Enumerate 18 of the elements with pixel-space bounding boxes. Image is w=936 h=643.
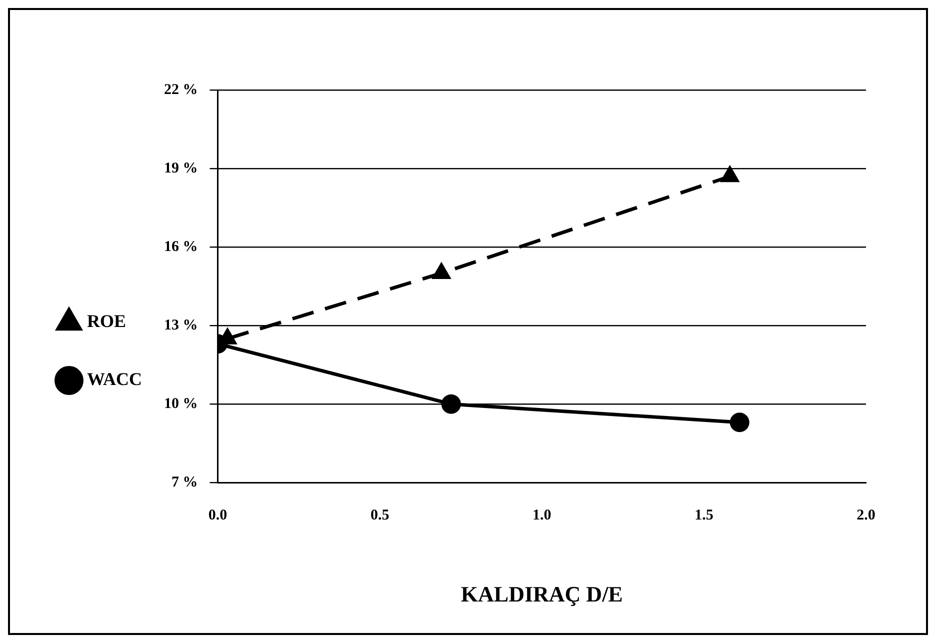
x-tick-label: 0.0 xyxy=(208,507,228,524)
y-tick-label: 22 % xyxy=(164,82,198,98)
x-tick-label: 1.5 xyxy=(694,507,714,524)
point xyxy=(432,263,450,279)
legend-label: ROE xyxy=(87,311,126,332)
y-tick-label: 13 % xyxy=(164,317,198,334)
x-tick-label: 1.0 xyxy=(532,507,552,524)
y-tick-label: 19 % xyxy=(164,160,198,176)
x-tick-label: 2.0 xyxy=(856,507,876,524)
y-tick-label: 10 % xyxy=(164,396,198,412)
x-tick-label: 0.5 xyxy=(370,507,390,524)
y-tick-label: 7 % xyxy=(172,474,198,490)
x-axis-title: KALDIRAÇ D/E xyxy=(460,581,623,606)
legend-label: WACC xyxy=(87,369,142,390)
point xyxy=(730,412,750,432)
point xyxy=(721,166,739,182)
y-tick-label: 16 % xyxy=(164,238,198,255)
point xyxy=(441,394,461,414)
